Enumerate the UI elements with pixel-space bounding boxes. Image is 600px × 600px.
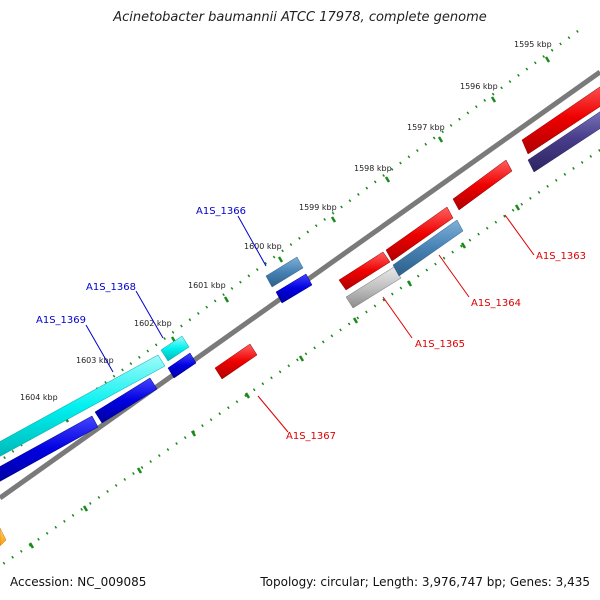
tick-label-1604: 1604 kbp (20, 393, 58, 402)
accession-label: Accession: NC_009085 (10, 575, 147, 589)
tick-label-1595: 1595 kbp (514, 40, 552, 49)
gene-label-a1s-1366[interactable]: A1S_1366 (196, 206, 246, 217)
tick-label-1603: 1603 kbp (76, 356, 114, 365)
genome-stats-label: Topology: circular; Length: 3,976,747 bp… (260, 575, 590, 589)
gene-arrow-a1s-1368[interactable] (160, 335, 190, 362)
reverse-label-leaders (257, 214, 535, 433)
gene-label-a1s-1364[interactable]: A1S_1364 (471, 298, 521, 309)
gene-arrow-blue-3[interactable] (167, 352, 197, 379)
tick-label-1598: 1598 kbp (354, 164, 392, 173)
tick-label-1602: 1602 kbp (134, 319, 172, 328)
gene-arrow-a1s-1363[interactable] (452, 159, 513, 211)
tick-label-1597: 1597 kbp (407, 123, 445, 132)
gene-arrow-a1s-1365[interactable] (345, 266, 402, 309)
gene-arrow-a1s-1366[interactable] (265, 256, 304, 288)
gene-label-a1s-1363[interactable]: A1S_1363 (536, 251, 586, 262)
gene-arrow-blue-1[interactable] (0, 415, 99, 483)
gene-arrow-red-1[interactable] (338, 251, 391, 291)
gene-arrow-a1s-1364[interactable] (392, 219, 464, 277)
gene-arrow-blue-4[interactable] (275, 273, 313, 304)
gene-arrow-a1s-1369[interactable] (0, 354, 166, 458)
gene-label-a1s-1367[interactable]: A1S_1367 (286, 431, 336, 442)
gene-label-a1s-1365[interactable]: A1S_1365 (415, 339, 465, 350)
gene-label-a1s-1368[interactable]: A1S_1368 (86, 282, 136, 293)
tick-label-1600: 1600 kbp (244, 242, 282, 251)
gene-arrow-orange[interactable] (0, 527, 7, 547)
inner-major-ticks (28, 204, 521, 549)
gene-label-a1s-1369[interactable]: A1S_1369 (36, 315, 86, 326)
gene-arrow-blue-2[interactable] (94, 377, 158, 424)
map-title: Acinetobacter baumannii ATCC 17978, comp… (113, 10, 487, 25)
gene-arrow-slate[interactable] (527, 105, 600, 173)
tick-label-1599: 1599 kbp (299, 203, 337, 212)
gene-arrow-a1s-1367[interactable] (214, 343, 258, 380)
forward-label-leaders (85, 215, 267, 373)
tick-label-1596: 1596 kbp (460, 82, 498, 91)
tick-label-1601: 1601 kbp (188, 281, 226, 290)
gene-arrow-red-2[interactable] (385, 206, 454, 262)
gene-arrow-red-3[interactable] (521, 80, 600, 155)
